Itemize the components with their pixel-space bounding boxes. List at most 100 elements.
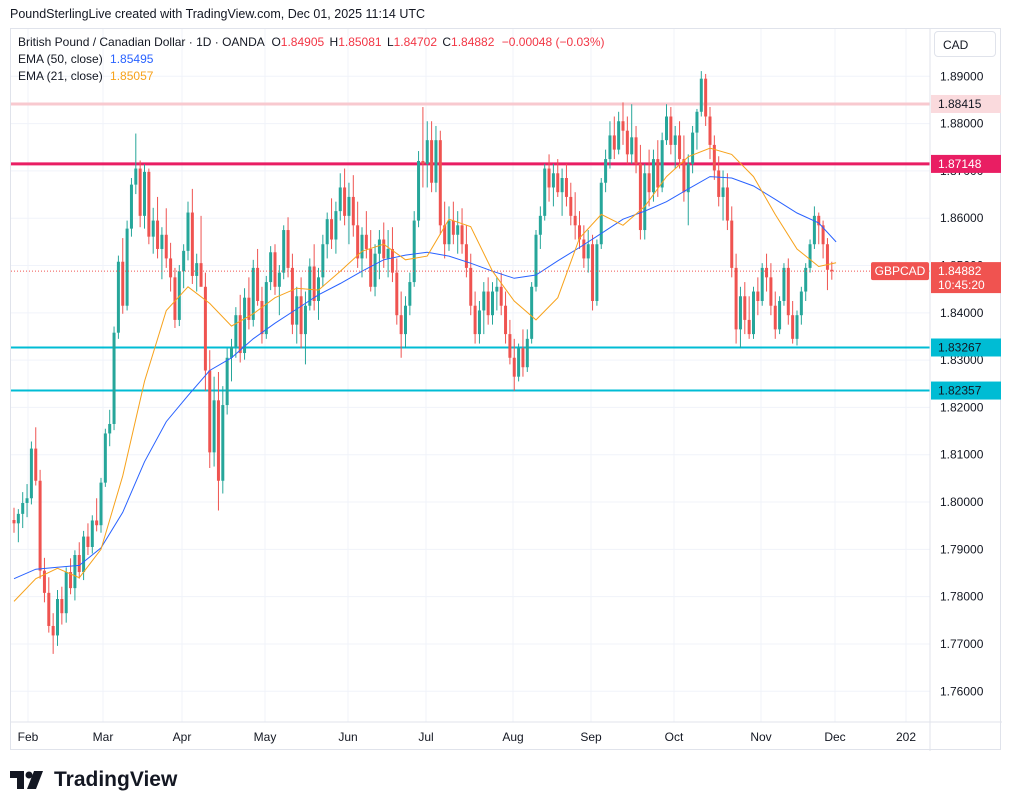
candle-body [665, 116, 668, 141]
legend-close-value: 1.84882 [451, 35, 495, 49]
candle-body [786, 267, 790, 316]
candle-body [64, 572, 68, 614]
candle-body [177, 271, 181, 320]
legend-ema21-label: EMA (21, close) [18, 69, 103, 83]
candle-body [182, 250, 186, 272]
candle-body [108, 423, 112, 434]
candle-body [56, 599, 59, 636]
symbol-tag-label: GBPCAD [875, 264, 926, 278]
time-tick-label: 202 [896, 730, 916, 744]
candle-body [143, 171, 146, 216]
candle-body [634, 137, 638, 164]
candle-body [408, 282, 412, 306]
candle-body [47, 592, 51, 626]
symbol-tag-bg [871, 262, 929, 281]
candle-body [404, 305, 407, 335]
ema50-line [13, 176, 837, 580]
candle-body [169, 258, 173, 278]
candle-body [399, 315, 403, 335]
candle-body [647, 173, 651, 193]
candle-body [578, 225, 581, 240]
legend-ema50-row[interactable]: EMA (50, close) 1.85495 [18, 52, 153, 66]
candle-body [212, 400, 216, 453]
candle-body [238, 315, 242, 354]
candle-body [77, 555, 81, 573]
candle-body [512, 357, 516, 377]
candle-body [160, 234, 164, 249]
candle-body [517, 348, 521, 377]
time-tick-label: Apr [173, 730, 192, 744]
tradingview-logo[interactable]: TradingView [10, 767, 177, 793]
chart-canvas[interactable]: 1.76000 1.77000 1.78000 1.79000 1.80000 1.810… [11, 29, 1002, 751]
candle-body [525, 338, 529, 368]
candle-body [538, 215, 542, 235]
candle-body [203, 286, 207, 371]
candle-body [482, 291, 486, 311]
candle-body [34, 448, 38, 481]
last-price-label: 1.84882 [938, 264, 982, 278]
time-tick-label: Nov [750, 730, 771, 744]
candle-body [125, 228, 129, 306]
candle-body [417, 160, 421, 221]
currency-button[interactable]: CAD [934, 31, 996, 57]
candle-body [334, 211, 338, 240]
candle-body [134, 168, 138, 185]
time-tick-label: Sep [580, 730, 602, 744]
legend-o-label: O [271, 35, 281, 49]
candle-body [243, 297, 247, 354]
candle-body [299, 296, 303, 335]
candle-body [551, 173, 555, 188]
candle-body [364, 234, 368, 249]
tradingview-brand: TradingView [54, 768, 178, 791]
candle-body [669, 116, 673, 145]
candle-body [373, 253, 377, 287]
candle-body [247, 297, 251, 320]
price-tick-label: 1.86000 [940, 211, 984, 225]
candle-body [612, 135, 616, 150]
candle-body [599, 182, 603, 245]
candle-body [821, 225, 825, 245]
candle-body [42, 570, 46, 593]
candle-body [156, 220, 160, 249]
ema-lines [13, 147, 837, 602]
candle-body [638, 163, 642, 231]
level-tag-bg [931, 154, 1001, 173]
last-price-tag-bg [931, 262, 1001, 294]
legend-ema21-row[interactable]: EMA (21, close) 1.85057 [18, 69, 153, 83]
candle-body [625, 130, 629, 155]
candle-body [795, 315, 799, 339]
horizontal-lines [11, 102, 930, 392]
candle-body [330, 219, 334, 240]
candle-body [673, 135, 677, 145]
candle-body [343, 187, 347, 216]
candle-body [443, 225, 447, 245]
candles [12, 71, 834, 654]
candle-body [369, 248, 373, 287]
candle-body [591, 244, 595, 301]
candle-body [256, 267, 260, 301]
legend-symbol[interactable]: British Pound / Canadian Dollar · 1D · O… [18, 35, 265, 49]
candle-body [769, 277, 773, 306]
candle-body [147, 171, 151, 237]
candle-body [582, 239, 586, 259]
candle-body [395, 272, 399, 316]
candle-body [678, 135, 682, 160]
candle-body [756, 291, 760, 301]
candle-body [473, 305, 477, 335]
candle-body [412, 220, 416, 283]
candle-body [190, 212, 194, 276]
candle-body [799, 291, 803, 316]
time-tick-label: Jul [418, 730, 433, 744]
candle-body [556, 173, 560, 193]
candle-body [486, 291, 490, 316]
candle-body [121, 261, 125, 306]
candle-body [199, 263, 203, 287]
price-tick-label: 1.78000 [940, 590, 984, 604]
candle-body [560, 178, 564, 193]
candle-body [51, 625, 55, 636]
price-tick-label: 1.82000 [940, 400, 984, 414]
candle-body [60, 599, 64, 614]
time-tick-label: Feb [18, 730, 39, 744]
candle-body [521, 348, 525, 368]
chart-frame[interactable]: 1.76000 1.77000 1.78000 1.79000 1.80000 1.810… [10, 28, 1002, 751]
